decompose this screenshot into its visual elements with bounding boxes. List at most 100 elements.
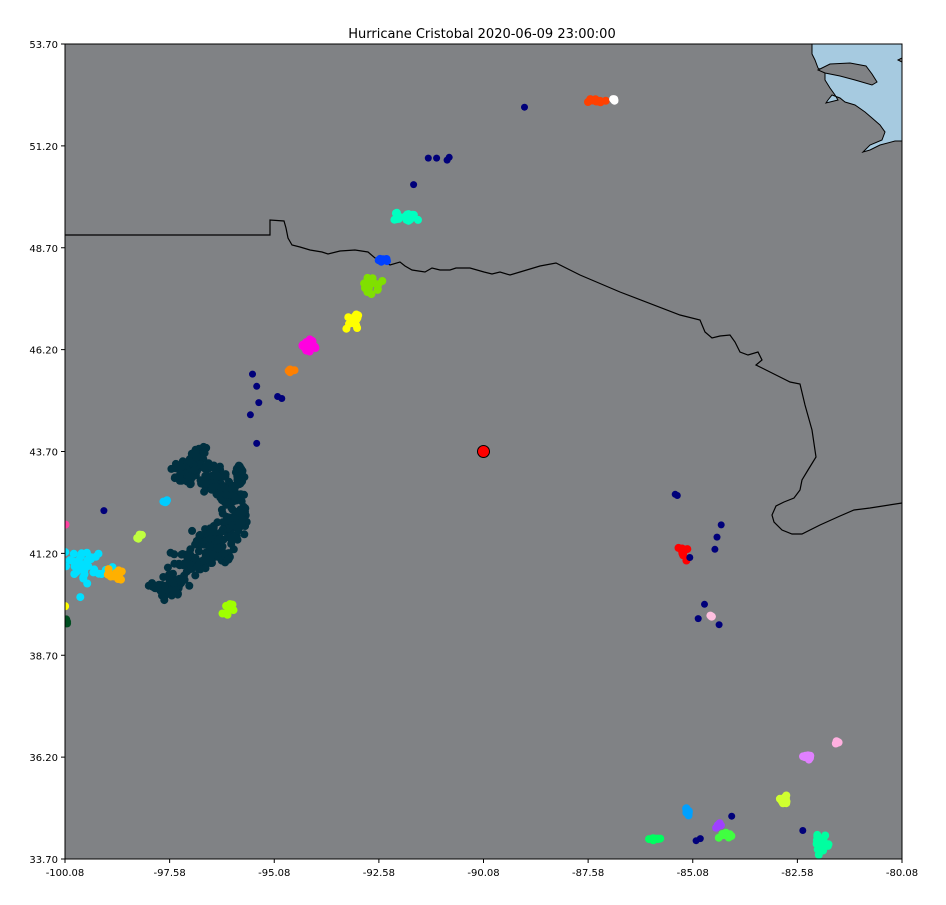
dense-cluster-point xyxy=(220,549,229,558)
navy-point xyxy=(717,521,725,529)
dense-cluster-point xyxy=(200,463,209,472)
dense-cluster-point xyxy=(200,487,209,496)
cluster-point xyxy=(373,285,382,293)
dense-cluster-point xyxy=(171,459,180,468)
y-tick-label: 33.70 xyxy=(29,855,58,866)
y-tick-label: 41.20 xyxy=(29,549,58,560)
x-tick-label: -85.08 xyxy=(677,868,709,879)
navy-point xyxy=(701,600,708,608)
dense-cluster-point xyxy=(209,472,218,480)
cluster-point xyxy=(65,619,72,628)
cluster-point xyxy=(94,549,103,558)
cluster-point xyxy=(649,834,657,843)
cluster-point xyxy=(363,288,372,296)
dense-cluster-point xyxy=(222,500,231,509)
x-tick-label: -82.58 xyxy=(781,868,813,879)
cluster-point xyxy=(76,593,85,602)
cluster-point xyxy=(353,314,362,323)
dense-cluster-point xyxy=(174,559,183,568)
dense-cluster-point xyxy=(240,490,248,499)
dense-cluster-point xyxy=(155,580,163,589)
cluster-point xyxy=(725,830,734,839)
cluster-point xyxy=(65,562,70,571)
navy-point xyxy=(715,621,723,629)
dense-cluster-point xyxy=(235,519,244,528)
navy-point xyxy=(433,154,441,162)
dense-cluster-point xyxy=(191,553,200,562)
dense-cluster-point xyxy=(165,576,174,585)
cluster-point xyxy=(775,794,784,803)
dense-cluster-point xyxy=(185,581,194,590)
cluster-point xyxy=(225,603,234,612)
dense-cluster-point xyxy=(215,490,224,499)
y-axis: 53.70 51.20 48.70 46.20 43.70 41.20 38.70 36.20… xyxy=(29,40,65,866)
dense-cluster-point xyxy=(183,558,192,567)
y-tick-label: 43.70 xyxy=(29,448,58,459)
navy-point xyxy=(728,812,736,820)
cluster-point xyxy=(833,737,842,746)
x-tick-label: -97.58 xyxy=(154,868,186,879)
dense-cluster-point xyxy=(197,540,206,549)
dense-cluster-point xyxy=(209,550,218,559)
cluster-point xyxy=(368,274,377,283)
dense-cluster-point xyxy=(167,591,176,600)
y-tick-label: 36.20 xyxy=(29,753,58,764)
cluster-point xyxy=(65,602,69,611)
cluster-point xyxy=(352,321,361,330)
cluster-point xyxy=(65,570,66,575)
navy-point xyxy=(253,382,261,390)
y-tick-label: 46.20 xyxy=(29,346,58,357)
cluster-point xyxy=(714,833,723,842)
x-tick-label: -100.08 xyxy=(46,868,85,879)
dense-cluster-point xyxy=(229,545,238,554)
cluster-point xyxy=(290,366,299,375)
dense-cluster-point xyxy=(240,530,249,539)
cluster-point xyxy=(409,210,418,219)
cluster-point xyxy=(404,216,413,225)
x-tick-label: -80.08 xyxy=(886,868,918,879)
cluster-point xyxy=(307,340,316,349)
y-tick-label: 48.70 xyxy=(29,244,58,255)
navy-point xyxy=(424,154,432,162)
dense-cluster-point xyxy=(173,589,182,598)
center-marker xyxy=(477,445,490,458)
navy-point xyxy=(253,439,261,447)
navy-point xyxy=(799,827,807,834)
dense-cluster-point xyxy=(201,564,210,573)
dense-cluster-point xyxy=(186,479,195,488)
cluster-point xyxy=(821,831,830,840)
cluster-point xyxy=(814,850,823,859)
cluster-point xyxy=(590,96,599,105)
x-tick-label: -90.08 xyxy=(467,868,499,879)
cluster-point xyxy=(716,821,725,830)
y-tick-label: 53.70 xyxy=(29,40,58,51)
dense-cluster-point xyxy=(217,527,226,536)
cluster-point xyxy=(684,808,693,817)
dense-cluster-point xyxy=(182,567,191,576)
dense-cluster-point xyxy=(188,526,197,535)
dense-cluster-point xyxy=(177,476,186,485)
cluster-point xyxy=(678,548,687,557)
cluster-point xyxy=(79,562,88,571)
navy-point xyxy=(445,153,453,161)
dense-cluster-point xyxy=(159,573,168,581)
dense-cluster-point xyxy=(210,527,218,536)
navy-point xyxy=(673,492,681,499)
dense-cluster-point xyxy=(238,509,247,518)
cluster-point xyxy=(391,209,400,218)
dense-cluster-point xyxy=(202,471,211,480)
cluster-point xyxy=(89,568,98,577)
dense-cluster-point xyxy=(166,548,175,557)
navy-point xyxy=(713,533,721,541)
dense-cluster-point xyxy=(235,480,244,489)
x-tick-label: -87.58 xyxy=(572,868,604,879)
dense-cluster-point xyxy=(171,473,179,482)
dense-cluster-point xyxy=(202,480,211,488)
cluster-point xyxy=(82,548,91,557)
dense-cluster-point xyxy=(160,596,169,605)
y-tick-label: 38.70 xyxy=(29,651,58,662)
dense-cluster-point xyxy=(163,563,172,572)
cluster-point xyxy=(804,754,813,763)
cluster-point xyxy=(376,254,385,263)
